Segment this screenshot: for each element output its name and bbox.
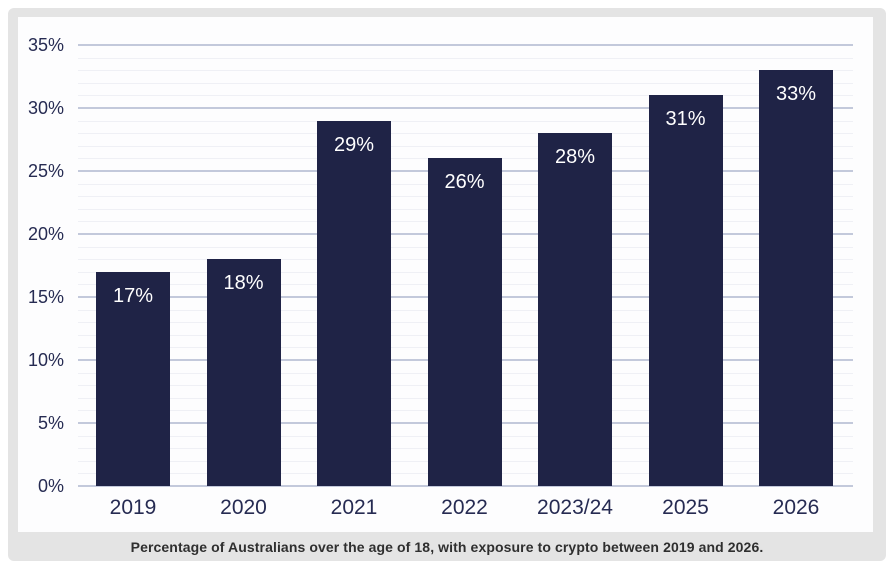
bar-value-label: 28% bbox=[554, 146, 596, 169]
y-axis-tick-label: 15% bbox=[27, 287, 64, 307]
bar bbox=[648, 95, 723, 486]
x-axis-tick-label: 2023/24 bbox=[537, 496, 613, 519]
bar bbox=[317, 120, 391, 486]
plot-area: 0% 5% 10% 15% 20% 25% 30% 35% 17% 2019 18% 2020 29% 2… bbox=[18, 17, 873, 532]
chart-card: 0% 5% 10% 15% 20% 25% 30% 35% 17% 2019 18% 2020 29% 2… bbox=[8, 8, 886, 561]
plot-panel: 0% 5% 10% 15% 20% 25% 30% 35% 17% 2019 18% 2020 29% 2… bbox=[18, 17, 873, 532]
x-axis-tick-label: 2021 bbox=[330, 496, 378, 519]
minor-gridline bbox=[78, 120, 853, 122]
y-axis-tick-label: 30% bbox=[27, 98, 64, 118]
minor-gridline bbox=[78, 95, 853, 97]
minor-gridline bbox=[78, 70, 853, 72]
chart-caption: Percentage of Australians over the age o… bbox=[130, 538, 764, 555]
bar bbox=[538, 133, 612, 486]
bar-value-label: 18% bbox=[223, 272, 264, 295]
y-axis-tick-label: 25% bbox=[27, 161, 64, 181]
y-axis-tick-label: 5% bbox=[37, 413, 64, 433]
y-axis-tick-label: 0% bbox=[37, 476, 64, 496]
y-axis-tick-label: 20% bbox=[27, 224, 64, 244]
major-gridline bbox=[78, 44, 853, 46]
bar-value-label: 26% bbox=[444, 171, 485, 194]
major-gridline bbox=[78, 485, 853, 487]
x-axis-tick-label: 2022 bbox=[441, 496, 488, 519]
bar bbox=[206, 259, 281, 486]
bar bbox=[96, 271, 170, 486]
minor-gridline bbox=[78, 133, 853, 135]
bar-value-label: 29% bbox=[333, 133, 375, 156]
x-axis-tick-label: 2019 bbox=[109, 496, 157, 519]
bar bbox=[759, 70, 833, 486]
bar-value-label: 17% bbox=[112, 284, 154, 307]
x-axis-tick-label: 2020 bbox=[220, 496, 267, 519]
bar bbox=[427, 158, 502, 486]
x-axis-tick-label: 2025 bbox=[662, 496, 709, 519]
minor-gridline bbox=[78, 57, 853, 59]
major-gridline bbox=[78, 107, 853, 109]
y-axis-tick-label: 10% bbox=[27, 350, 64, 370]
minor-gridline bbox=[78, 145, 853, 147]
y-axis-tick-label: 35% bbox=[27, 35, 64, 55]
caption-strip: Percentage of Australians over the age o… bbox=[8, 532, 886, 561]
bar-value-label: 33% bbox=[775, 83, 817, 106]
minor-gridline bbox=[78, 82, 853, 84]
bar-value-label: 31% bbox=[665, 108, 706, 131]
x-axis-tick-label: 2026 bbox=[772, 496, 820, 519]
